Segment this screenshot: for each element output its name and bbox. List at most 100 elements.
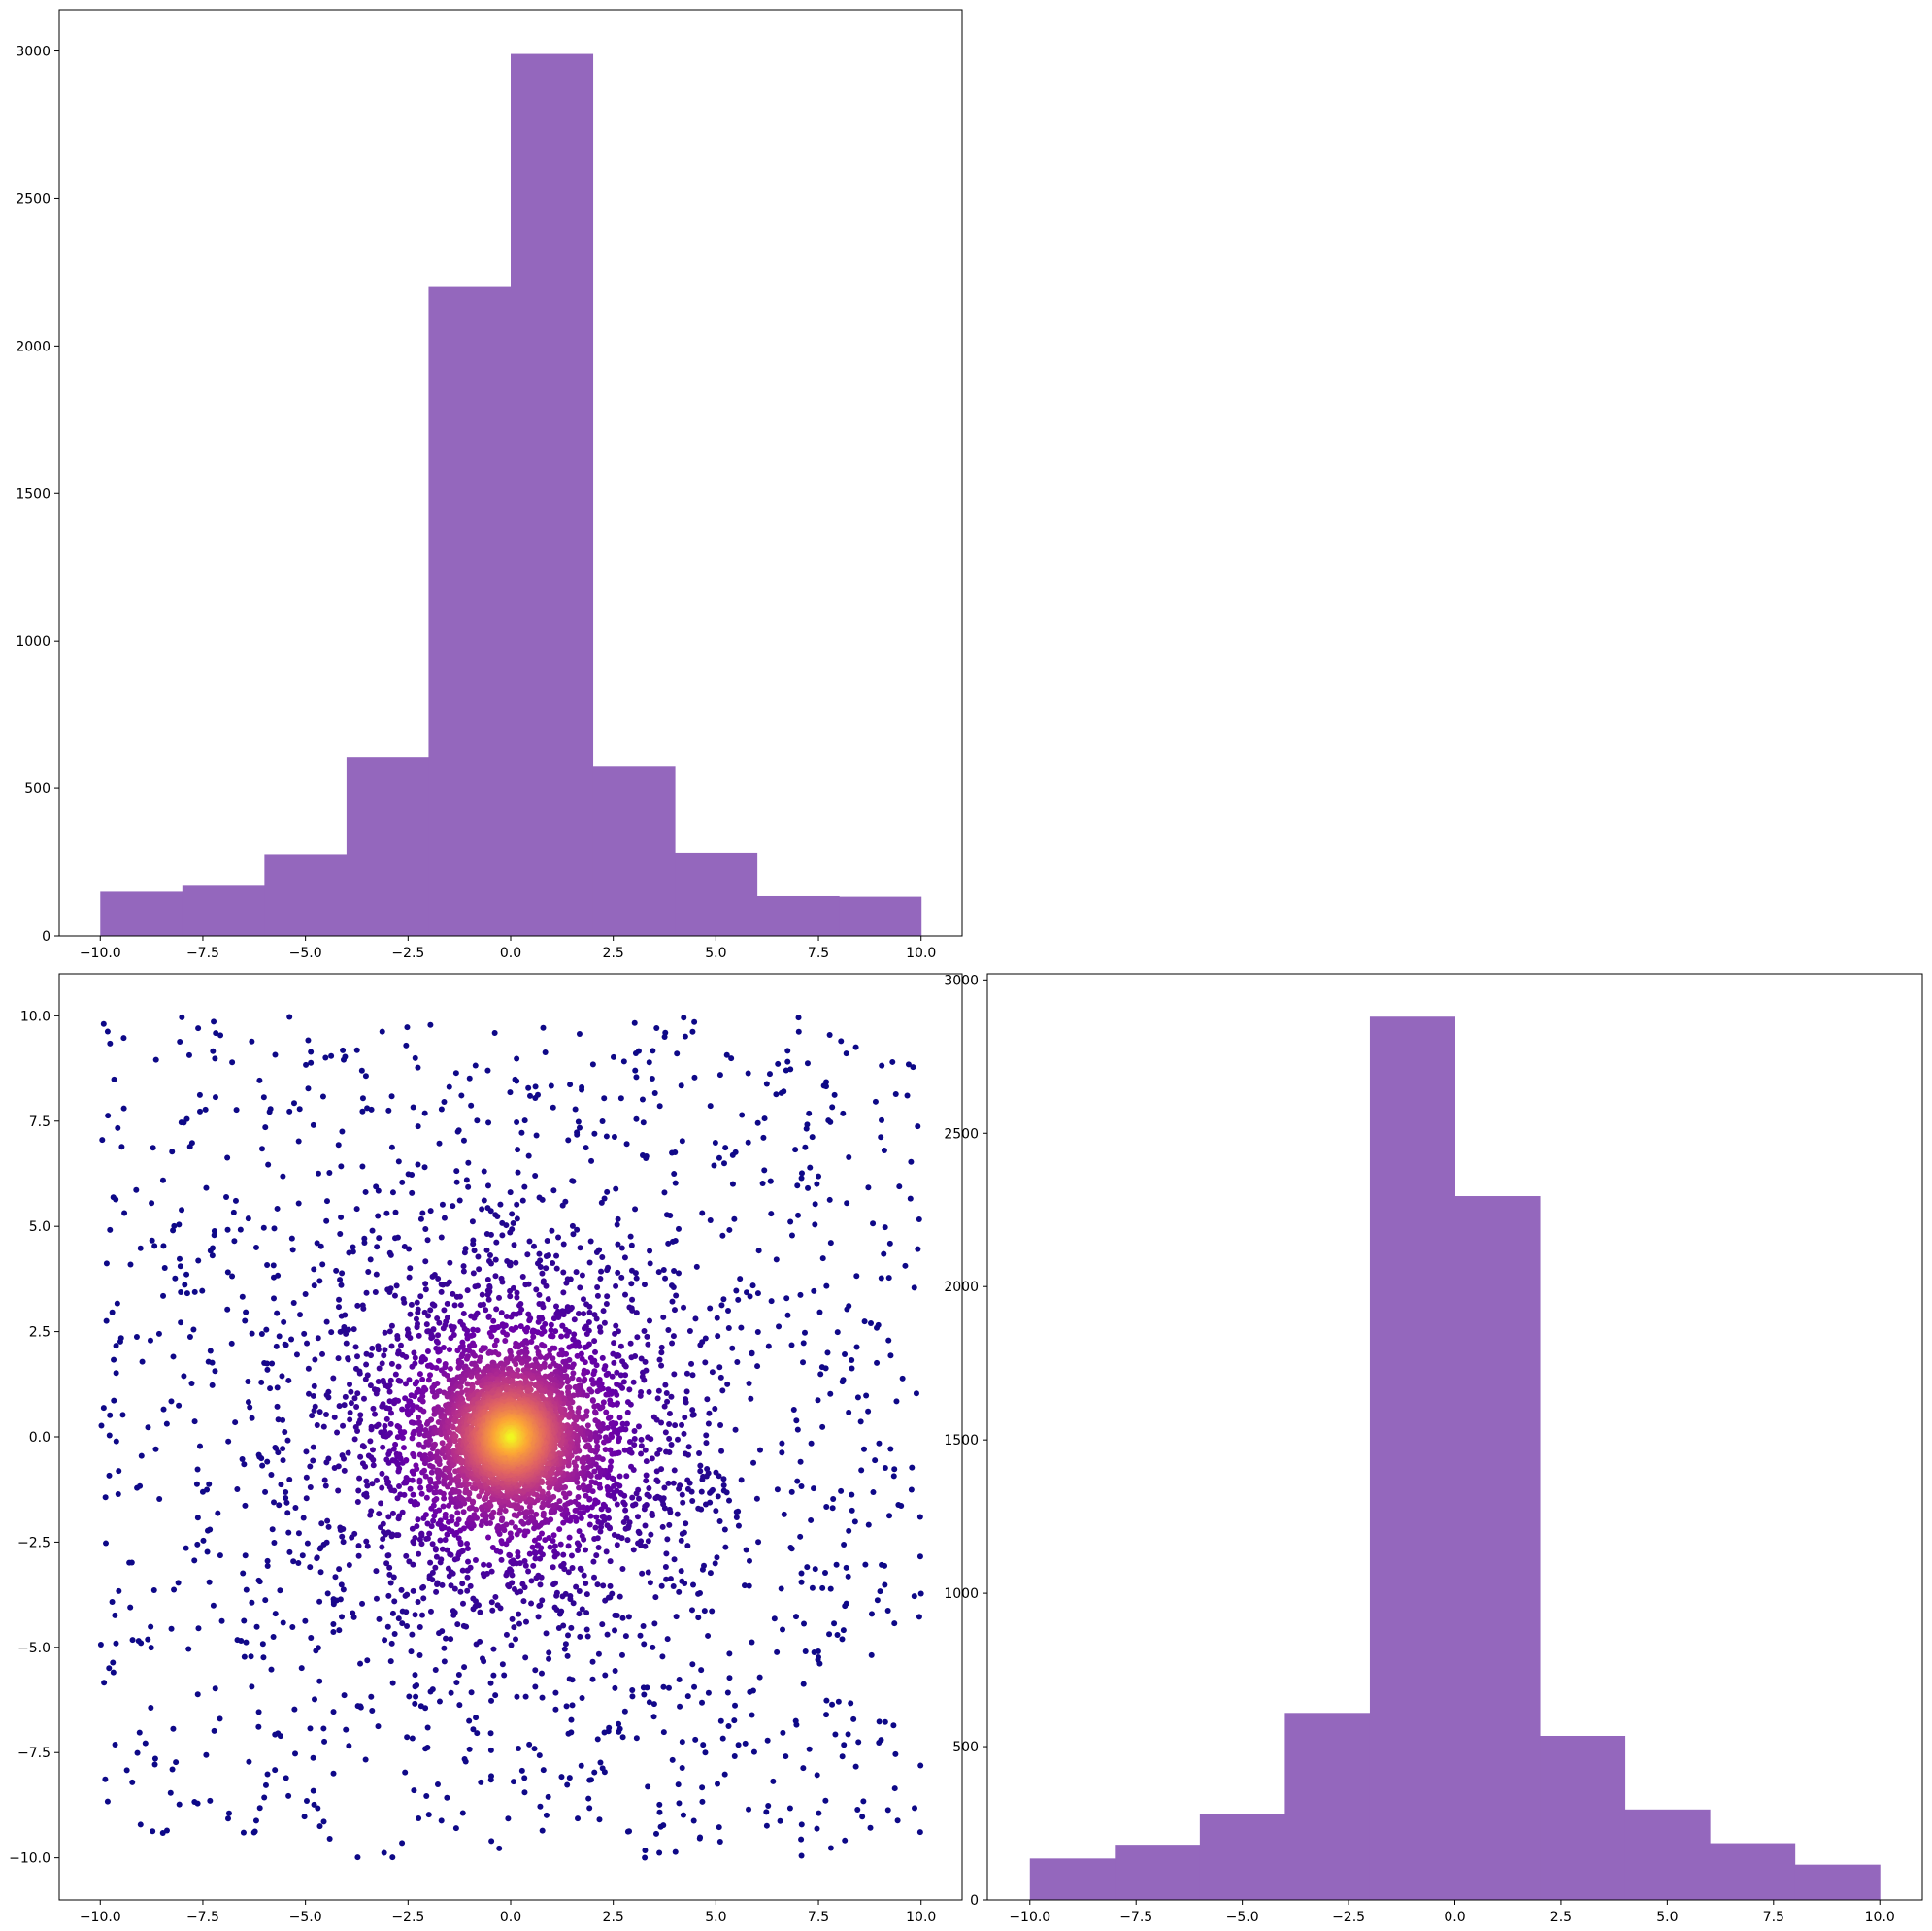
scatter-point (612, 1667, 618, 1674)
scatter-point (478, 1779, 484, 1785)
scatter-point (399, 1509, 406, 1515)
scatter-point (372, 1411, 379, 1417)
scatter-point (211, 1018, 217, 1025)
scatter-point (593, 1514, 600, 1520)
scatter-point (834, 1329, 841, 1336)
scatter-point (202, 1106, 209, 1113)
scatter-point (272, 1051, 279, 1058)
scatter-point (399, 1406, 406, 1413)
scatter-point (350, 1326, 357, 1333)
scatter-point (439, 1440, 446, 1447)
scatter-point (386, 1289, 393, 1296)
scatter-point (583, 1331, 590, 1338)
scatter-point (101, 1680, 108, 1686)
scatter-point (521, 1775, 528, 1781)
scatter-point (138, 1640, 145, 1647)
scatter-point (320, 1725, 327, 1732)
scatter-point (607, 1447, 614, 1453)
scatter-point (179, 1207, 185, 1214)
scatter-point (148, 1704, 154, 1711)
scatter-point (641, 1328, 648, 1335)
scatter-point (584, 1504, 591, 1511)
scatter-point (268, 1666, 275, 1673)
scatter-point (434, 1315, 441, 1321)
scatter-point (804, 1564, 811, 1571)
scatter-point (412, 1672, 418, 1679)
scatter-point (612, 1684, 618, 1691)
scatter-point (436, 1140, 443, 1147)
scatter-point (341, 1455, 348, 1462)
scatter-point (339, 1533, 346, 1540)
scatter-point (104, 1028, 111, 1035)
scatter-point (721, 1526, 728, 1533)
scatter-point (604, 1522, 611, 1529)
scatter-point (676, 1800, 683, 1807)
scatter-point (663, 1212, 670, 1218)
scatter-point (591, 1409, 598, 1415)
scatter-point (619, 1358, 626, 1365)
scatter-point (209, 1359, 216, 1366)
scatter-point (404, 1623, 411, 1630)
scatter-point (571, 1316, 578, 1323)
scatter-point (522, 1282, 529, 1288)
scatter-point (565, 1632, 572, 1639)
scatter-point (754, 1119, 761, 1126)
scatter-point (386, 1430, 393, 1437)
scatter-point (683, 1399, 689, 1406)
scatter-point (212, 1094, 218, 1101)
scatter-point (503, 1314, 510, 1320)
scatter-point (779, 1449, 785, 1456)
scatter-point (335, 1142, 342, 1149)
scatter-point (483, 1247, 490, 1253)
scatter-point (409, 1172, 416, 1179)
scatter-point (586, 1309, 593, 1315)
scatter-point (456, 1197, 463, 1204)
scatter-point (167, 1789, 174, 1796)
scatter-point (893, 1398, 900, 1405)
scatter-point (335, 1487, 342, 1494)
scatter-point (899, 1375, 906, 1382)
scatter-point (723, 1051, 730, 1058)
scatter-point (448, 1335, 454, 1342)
scatter-point (176, 1402, 183, 1409)
scatter-point (780, 1729, 786, 1736)
scatter-point (820, 1082, 827, 1089)
scatter-point (449, 1514, 455, 1520)
scatter-point (511, 1512, 517, 1518)
scatter-point (838, 1487, 845, 1494)
scatter-point (715, 1493, 721, 1500)
scatter-point (484, 1182, 491, 1189)
scatter-point (630, 1502, 637, 1509)
scatter-point (249, 1330, 255, 1337)
scatter-point (528, 1600, 535, 1607)
scatter-point (115, 1124, 121, 1131)
scatter-point (650, 1414, 657, 1420)
scatter-point (638, 1450, 645, 1457)
scatter-point (218, 1617, 225, 1624)
scatter-point (886, 1240, 893, 1247)
scatter-point (232, 1197, 239, 1204)
scatter-point (516, 1344, 522, 1350)
scatter-point (634, 1334, 641, 1341)
scatter-point (430, 1517, 437, 1524)
scatter-point (400, 1445, 407, 1451)
scatter-point (638, 1436, 645, 1443)
scatter-panel: −10.0 −7.5 −5.0 −2.5 0.0 2.5 5.0 7.5 10.0−10.0−7… (9, 973, 963, 1925)
scatter-point (846, 1409, 852, 1415)
scatter-point (715, 1333, 721, 1340)
scatter-point (645, 1569, 651, 1576)
scatter-point (592, 1497, 599, 1504)
scatter-point (212, 1368, 218, 1375)
scatter-point (620, 1379, 627, 1385)
scatter-point (468, 1102, 475, 1109)
scatter-point (770, 1778, 777, 1784)
scatter-point (665, 1240, 672, 1247)
scatter-point (491, 1342, 498, 1348)
scatter-point (503, 1631, 510, 1638)
scatter-point (787, 1218, 794, 1225)
scatter-point (890, 1722, 897, 1729)
scatter-point (592, 1524, 599, 1531)
scatter-point (347, 1416, 353, 1423)
scatter-point (423, 1792, 430, 1799)
scatter-point (183, 1271, 190, 1278)
